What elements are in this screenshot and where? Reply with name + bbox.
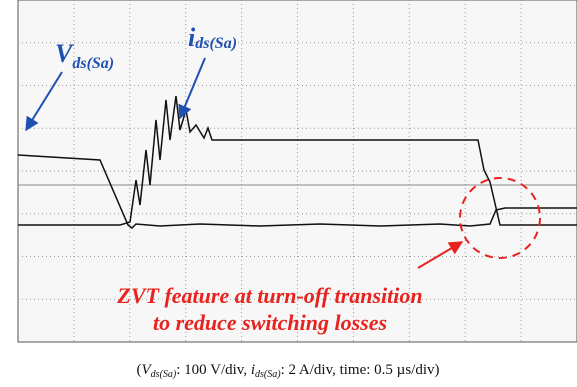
annotation-line: to reduce switching losses <box>153 310 387 335</box>
caption: (Vds(Sa): 100 V/div, ids(Sa): 2 A/div, t… <box>137 362 440 380</box>
figure: Vds(Sa) ids(Sa) ZVT feature at turn-off … <box>0 0 577 387</box>
annotation-line: ZVT feature at turn-off transition <box>116 283 422 308</box>
